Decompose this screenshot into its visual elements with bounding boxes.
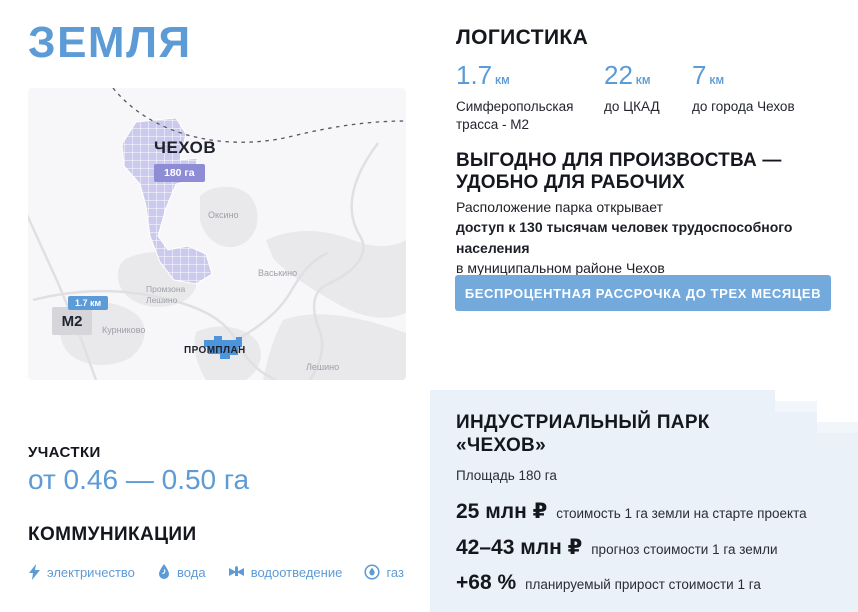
location-map: ЧЕХОВ 180 га Оксино Васькино Промзона Ле…: [28, 88, 406, 380]
page-title: ЗЕМЛЯ: [28, 18, 192, 67]
park-stat-label: прогноз стоимости 1 га земли: [591, 541, 778, 557]
logistics-stat-m2: 1.7 км Симферопольская трасса - М2: [456, 60, 596, 133]
benefit-title: ВЫГОДНО ДЛЯ ПРОИЗВОСТВА — УДОБНО ДЛЯ РАБ…: [456, 150, 782, 193]
industrial-park-panel: ИНДУСТРИАЛЬНЫЙ ПАРК «ЧЕХОВ» Площадь 180 …: [430, 390, 858, 612]
comm-item-label: водоотведение: [250, 564, 343, 580]
benefit-line-3: в муниципальном районе Чехов: [456, 259, 665, 276]
map-area-oksino: [200, 186, 258, 248]
logistics-stat-chekhov: 7 км до города Чехов: [692, 60, 822, 116]
map-graphics: [28, 88, 406, 380]
map-dashed-route: [112, 88, 406, 143]
comm-item-sewerage: водоотведение: [228, 564, 343, 580]
map-area-vaskino: [266, 230, 406, 318]
map-distance-badge: 1.7 км: [68, 296, 109, 310]
map-label-vaskino: Васькино: [258, 268, 298, 278]
park-title-line1: ИНДУСТРИАЛЬНЫЙ ПАРК: [456, 412, 710, 433]
logistics-title: ЛОГИСТИКА: [456, 26, 589, 49]
stat-value: 22: [604, 60, 633, 90]
plots-range: от 0.46 — 0.50 га: [28, 464, 250, 495]
comm-item-label: электричество: [47, 564, 135, 580]
park-stat-value: 25 млн ₽: [456, 499, 548, 523]
stat-label: Симферопольская трасса - М2: [456, 99, 574, 132]
map-label-oksino: Оксино: [208, 210, 239, 220]
park-title: ИНДУСТРИАЛЬНЫЙ ПАРК «ЧЕХОВ»: [456, 412, 858, 458]
stat-label: до ЦКАД: [604, 99, 660, 114]
park-stat-value: 42–43 млн ₽: [456, 535, 583, 559]
benefit-text: Расположение парка открывает доступ к 13…: [456, 197, 846, 278]
stat-unit: км: [709, 76, 724, 87]
communications-title: КОММУНИКАЦИИ: [28, 524, 197, 545]
comm-item-label: вода: [177, 564, 206, 580]
park-stat-forecast-price: 42–43 млн ₽ прогноз стоимости 1 га земли: [456, 535, 858, 560]
park-stat-label: стоимость 1 га земли на старте проекта: [556, 505, 807, 521]
panel-step-decoration: [775, 401, 817, 412]
map-m2-marker: М2: [52, 307, 92, 335]
logistics-stat-ckad: 22 км до ЦКАД: [604, 60, 689, 116]
map-label-kurnikovo: Курниково: [102, 325, 146, 335]
benefit-line-1: Расположение парка открывает: [456, 199, 663, 215]
water-drop-icon: [157, 564, 171, 580]
map-promplan-shape: [204, 336, 242, 359]
stat-unit: км: [495, 76, 510, 87]
installment-cta-button[interactable]: БЕСПРОЦЕНТНАЯ РАССРОЧКА ДО ТРЕХ МЕСЯЦЕВ: [455, 275, 831, 311]
stat-label: до города Чехов: [692, 99, 795, 114]
map-area-title: ЧЕХОВ: [154, 138, 217, 157]
comm-item-electricity: электричество: [28, 564, 135, 580]
comm-item-label: газ: [386, 564, 404, 580]
lightning-icon: [28, 564, 41, 580]
stat-value: 1.7: [456, 60, 493, 90]
park-area: Площадь 180 га: [456, 467, 557, 483]
map-area-badge: 180 га: [154, 164, 205, 182]
map-label-leshino: Лешино: [306, 362, 340, 372]
map-label-promzona: Промзона Лешино: [146, 284, 186, 305]
pipe-valve-icon: [228, 565, 245, 579]
map-promplan-label: ПРОМПЛАН: [184, 345, 246, 356]
gas-flame-icon: [364, 564, 381, 580]
map-area-leshino: [263, 314, 406, 380]
stat-value: 7: [692, 60, 707, 90]
comm-item-gas: газ: [364, 564, 404, 580]
stat-unit: км: [635, 76, 651, 87]
park-stats: 25 млн ₽ стоимость 1 га земли на старте …: [456, 499, 858, 595]
comm-item-water: вода: [157, 564, 206, 580]
park-stat-growth: +68 % планируемый прирост стоимости 1 га: [456, 571, 858, 595]
benefit-line-2: доступ к 130 тысячам человек трудоспособ…: [456, 219, 793, 256]
park-title-line2: «ЧЕХОВ»: [456, 434, 546, 456]
park-stat-value: +68 %: [456, 570, 517, 594]
communications-row: электричество вода водоотведение газ: [28, 564, 404, 580]
map-parcel-area: [121, 117, 213, 285]
park-stat-start-price: 25 млн ₽ стоимость 1 га земли на старте …: [456, 499, 858, 524]
panel-step-decoration: [817, 422, 858, 433]
plots-title: УЧАСТКИ: [28, 444, 101, 461]
park-stat-label: планируемый прирост стоимости 1 га: [525, 576, 761, 592]
